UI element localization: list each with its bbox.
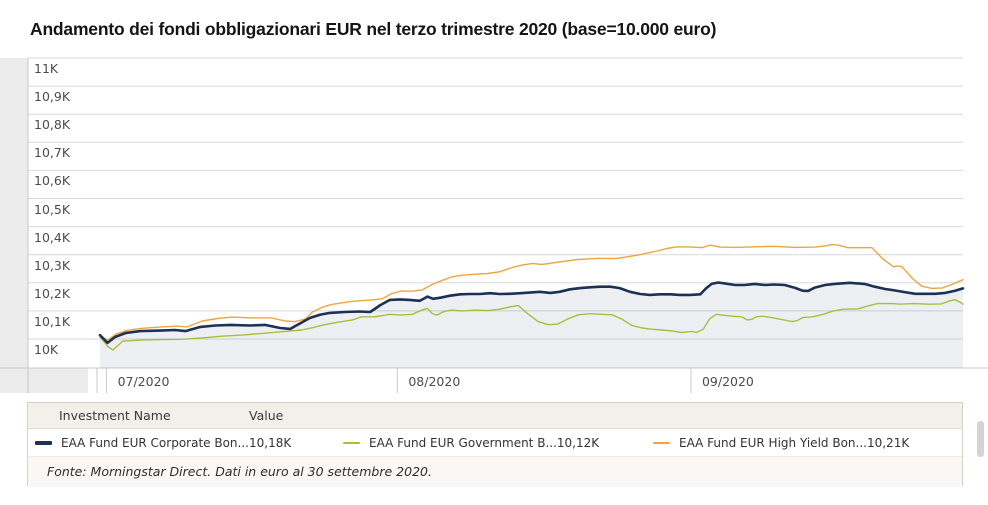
legend-item-label: EAA Fund EUR High Yield Bon... [679, 435, 867, 450]
chart-area: 11K 10,9K 10,8K 10,7K 10,6K 10,5K 10,4K 10,3K 10… [0, 0, 988, 400]
series-line-2[interactable] [99, 243, 964, 341]
y-axis-label: 10K [34, 342, 59, 357]
legend-table: Investment Name Value EAA Fund EUR Corpo… [27, 402, 963, 487]
page-title: Andamento dei fondi obbligazionari EUR n… [30, 19, 717, 39]
y-axis-label: 10,5K [34, 201, 71, 217]
plot[interactable] [0, 0, 988, 400]
legend-marker-icon [343, 441, 360, 444]
x-axis-label: 08/2020 [408, 374, 461, 389]
legend-item[interactable]: EAA Fund EUR Corporate Bon... 10,18K [35, 429, 291, 456]
series-line-0[interactable] [98, 281, 965, 345]
legend-body-row: EAA Fund EUR Corporate Bon... 10,18K EAA F… [28, 429, 962, 456]
legend-header-row: Investment Name Value [28, 403, 962, 429]
source-footnote: Fonte: Morningstar Direct. Dati in euro … [47, 464, 432, 479]
legend-item[interactable]: EAA Fund EUR High Yield Bon... 10,21K [653, 429, 909, 456]
legend-column-investment-name: Investment Name [59, 408, 171, 423]
y-axis-label: 10,4K [34, 229, 71, 245]
scrollbar[interactable] [977, 421, 984, 457]
legend-item-label: EAA Fund EUR Corporate Bon... [61, 435, 249, 450]
y-axis-label: 10,3K [34, 257, 71, 273]
axis-band-cell [28, 368, 88, 393]
y-axis-label: 10,2K [34, 285, 71, 301]
y-axis-label: 11K [34, 61, 59, 76]
legend-column-value: Value [249, 408, 284, 423]
axis-gutter [0, 58, 28, 393]
legend-item-value: 10,21K [866, 435, 910, 450]
legend-item[interactable]: EAA Fund EUR Government B... 10,12K [343, 429, 599, 456]
x-axis-label: 07/2020 [117, 374, 170, 389]
y-axis-label: 10,7K [34, 145, 71, 161]
y-axis-label: 10,6K [34, 173, 71, 189]
legend-item-label: EAA Fund EUR Government B... [369, 435, 557, 450]
legend-marker-icon [653, 441, 670, 444]
x-axis-label: 09/2020 [701, 374, 754, 389]
legend-item-value: 10,18K [248, 435, 292, 450]
legend-footer-row: Fonte: Morningstar Direct. Dati in euro … [28, 456, 962, 487]
legend-item-value: 10,12K [556, 435, 600, 450]
y-axis-label: 10,1K [34, 313, 71, 329]
series-line-1[interactable] [99, 299, 964, 351]
area-fill [100, 282, 963, 368]
y-axis-label: 10,8K [34, 117, 71, 133]
legend-marker-icon [35, 440, 52, 445]
y-axis-label: 10,9K [34, 89, 71, 105]
